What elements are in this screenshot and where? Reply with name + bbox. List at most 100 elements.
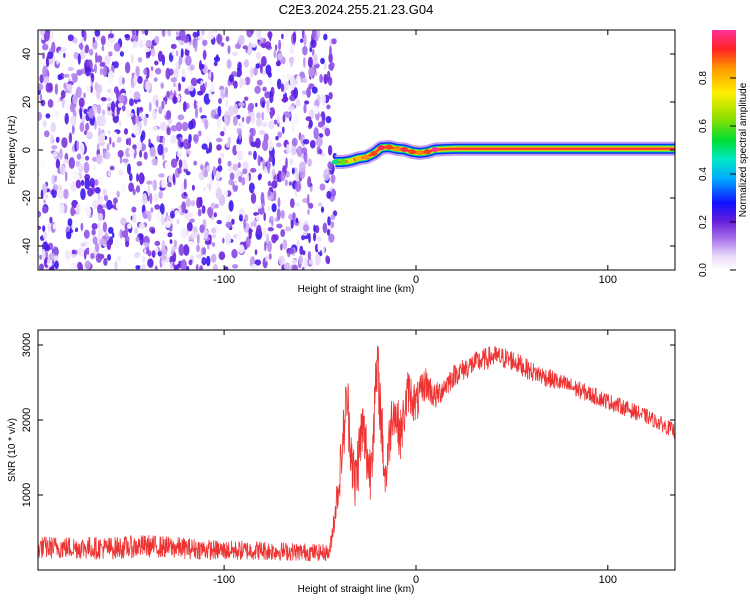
spectrogram-noise-speck [304, 154, 308, 165]
spectrogram-noise-speck [63, 188, 69, 200]
spectrogram-noise-speck [242, 45, 248, 50]
spectrogram-noise-speck [216, 144, 222, 151]
spectrogram-noise-speck [264, 91, 271, 99]
spectrogram-noise-speck [54, 111, 60, 118]
spectrogram-noise-speck [261, 101, 265, 109]
spectrogram-noise-speck [150, 207, 154, 213]
spectrogram-noise-speck [71, 170, 78, 178]
spectrogram-noise-speck [166, 90, 171, 98]
spectrogram-noise-speck [195, 264, 199, 270]
spectrogram-peak-point [362, 154, 370, 160]
spectrogram-noise-speck [309, 46, 313, 53]
spectrogram-noise-speck [255, 63, 260, 69]
spectrogram-noise-speck [86, 85, 91, 92]
spectrogram-noise-speck [186, 212, 193, 218]
spectrogram-noise-speck [294, 202, 301, 207]
spectrogram-noise-speck [326, 104, 331, 110]
spectrogram-noise-speck [69, 103, 75, 113]
spectrogram-noise-speck [43, 30, 50, 42]
spectrogram-noise-speck [326, 70, 331, 82]
spectrogram-noise-speck [256, 30, 262, 40]
spectrogram-noise-speck [57, 74, 63, 81]
spectrogram-noise-speck [113, 197, 118, 205]
spectrogram-noise-speck [214, 203, 219, 209]
spectrogram-noise-speck [306, 193, 310, 206]
spectrogram-noise-speck [285, 111, 292, 119]
spectrogram-noise-speck [267, 240, 272, 253]
spectrogram-noise-speck [228, 179, 234, 186]
spectrogram-noise-speck [276, 173, 280, 183]
spectrogram-noise-speck [118, 94, 125, 104]
spectrogram-noise-speck [134, 227, 139, 235]
spectrogram-noise-speck [153, 77, 158, 82]
spectrogram-noise-speck [126, 223, 132, 229]
spectrogram-noise-speck [38, 171, 41, 178]
spectrogram-noise-speck [118, 169, 124, 176]
spectrogram-noise-speck [232, 115, 238, 126]
spectrogram-noise-speck [135, 265, 141, 270]
spectrogram-noise-speck [166, 127, 171, 136]
spectrogram-noise-speck [105, 40, 113, 47]
spectrogram-noise-speck [71, 249, 76, 255]
spectrogram-noise-speck [38, 32, 42, 41]
spectrogram-noise-speck [200, 83, 206, 94]
spectrogram-noise-speck [197, 90, 204, 96]
spectrogram-y-tick-label: 40 [21, 48, 33, 60]
spectrogram-noise-speck [193, 160, 198, 166]
spectrogram-noise-speck [54, 83, 59, 95]
spectrogram-noise-speck [170, 125, 178, 132]
spectrogram-noise-speck [267, 227, 274, 232]
spectrogram-noise-speck [228, 74, 234, 83]
spectrogram-noise-speck [282, 239, 288, 250]
snr-x-axis-label: Height of straight line (km) [298, 584, 415, 595]
spectrogram-noise-speck [132, 213, 137, 224]
spectrogram-noise-speck [50, 122, 57, 133]
spectrogram-noise-speck [303, 56, 306, 68]
spectrogram-noise-speck [210, 202, 216, 210]
spectrogram-noise-speck [330, 214, 336, 221]
spectrogram-noise-speck [320, 206, 325, 213]
spectrogram-noise-speck [130, 53, 134, 64]
spectrogram-noise-speck [201, 257, 207, 266]
spectrogram-noise-speck [256, 112, 261, 120]
spectrogram-noise-speck [250, 127, 256, 137]
spectrogram-noise-speck [87, 187, 94, 197]
spectrogram-noise-speck [238, 102, 246, 107]
spectrogram-noise-speck [299, 111, 304, 117]
spectrogram-x-tick-label: 100 [599, 274, 617, 286]
spectrogram-noise-speck [261, 56, 267, 67]
spectrogram-noise-speck [97, 228, 104, 237]
spectrogram-noise-speck [175, 31, 180, 36]
spectrogram-noise-speck [53, 255, 59, 261]
spectrogram-noise-speck [216, 33, 223, 44]
spectrogram-noise-speck [193, 134, 199, 143]
spectrogram-noise-speck [144, 247, 147, 255]
spectrogram-noise-speck [148, 138, 151, 146]
spectrogram-noise-speck [160, 247, 168, 256]
spectrogram-noise-speck [226, 59, 232, 69]
spectrogram-noise-speck [94, 30, 101, 37]
spectrogram-noise-speck [151, 48, 156, 57]
spectrogram-noise-speck [202, 49, 207, 60]
spectrogram-noise-speck [165, 67, 171, 80]
spectrogram-noise-speck [262, 86, 267, 92]
spectrogram-noise-speck [275, 60, 281, 67]
spectrogram-noise-speck [183, 191, 187, 197]
spectrogram-noise-speck [248, 151, 252, 156]
spectrogram-noise-speck [61, 137, 68, 149]
spectrogram-noise-speck [267, 31, 273, 39]
spectrogram-noise-speck [285, 90, 292, 96]
spectrogram-noise-speck [80, 188, 86, 201]
spectrogram-noise-speck [238, 175, 243, 183]
spectrogram-noise-speck [124, 34, 130, 39]
spectrogram-noise-speck [136, 140, 142, 152]
spectrogram-noise-speck [328, 92, 333, 100]
spectrogram-noise-speck [71, 262, 78, 269]
spectrogram-noise-speck [38, 83, 44, 91]
spectrogram-noise-speck [200, 80, 203, 86]
spectrogram-noise-speck [250, 167, 257, 173]
spectrogram-noise-speck [273, 119, 278, 125]
spectrogram-noise-speck [183, 138, 189, 150]
spectrogram-noise-speck [294, 113, 299, 126]
snr-series-line [38, 345, 675, 562]
